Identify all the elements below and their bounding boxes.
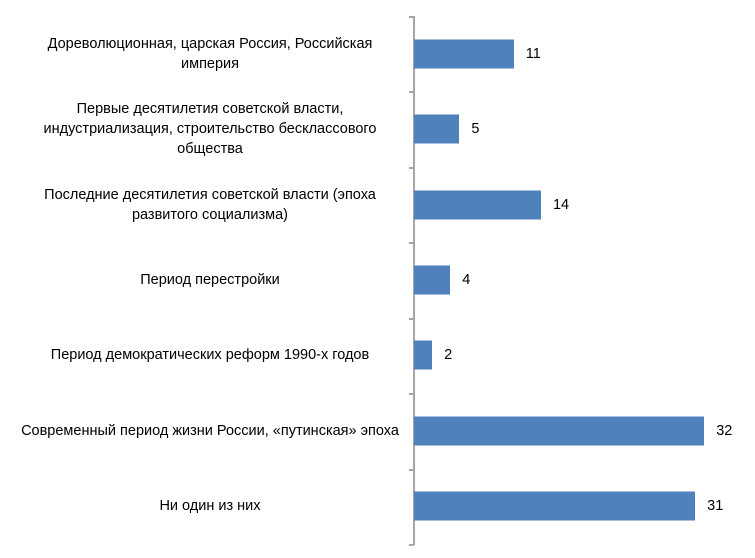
category-label: Период перестройки [140,272,280,288]
axis-tick [409,16,414,18]
data-label: 31 [707,498,724,515]
axis-tick [409,469,414,471]
bar [414,114,460,144]
axis-tick [409,318,414,320]
axis-tick [409,167,414,169]
bar [414,39,514,69]
bar [414,190,541,220]
data-label: 4 [462,272,471,288]
bar [414,416,705,446]
axis-tick [409,544,414,546]
data-label: 2 [444,347,453,364]
category-label: Первые десятилетия советской власти, инд… [43,101,377,158]
bar [414,340,433,370]
data-label: 5 [471,121,480,138]
bar [414,265,451,295]
bar [414,491,696,521]
category-label: Дореволюционная, царская Россия, Российс… [47,35,373,72]
data-label: 11 [525,45,541,62]
data-label: 14 [552,196,570,213]
category-label: Последние десятилетия советской власти (… [44,186,376,223]
category-label: Ни один из них [159,498,261,515]
category-label: Современный период жизни России, «путинс… [21,422,399,439]
axis-tick [409,393,414,395]
axis-tick [409,91,414,93]
data-label: 32 [716,422,733,439]
category-label: Период демократических реформ 1990-х год… [50,347,370,364]
axis-tick [409,242,414,244]
